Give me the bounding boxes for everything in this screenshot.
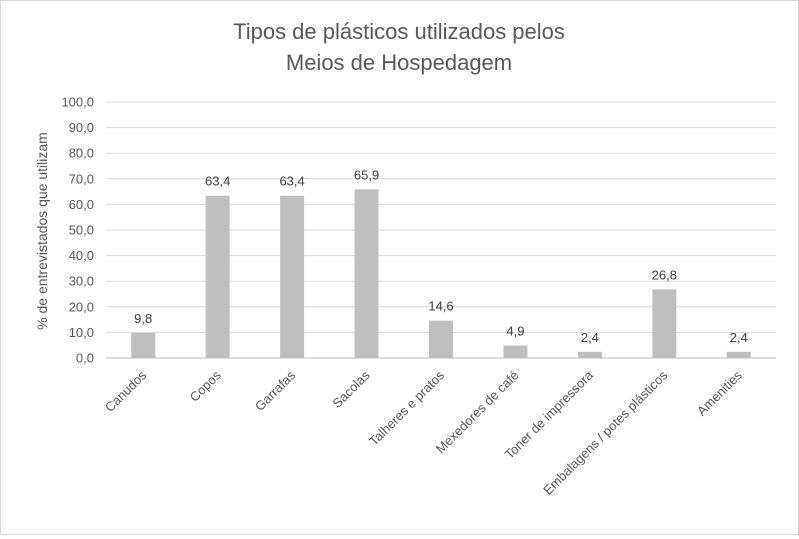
- y-tick-label: 20,0: [69, 299, 94, 314]
- y-tick-label: 70,0: [69, 171, 94, 186]
- data-label: 14,6: [428, 299, 453, 314]
- data-label: 65,9: [354, 167, 379, 182]
- y-tick-label: 40,0: [69, 248, 94, 263]
- bar: [503, 345, 528, 358]
- y-tick-label: 30,0: [69, 274, 94, 289]
- bar: [131, 332, 156, 358]
- category-label: Canudos: [102, 367, 150, 415]
- bar: [354, 189, 379, 358]
- chart-title-line-2: Meios de Hospedagem: [286, 50, 512, 75]
- category-label: Amenities: [694, 367, 745, 418]
- y-tick-label: 0,0: [76, 351, 94, 366]
- y-tick-label: 10,0: [69, 325, 94, 340]
- y-tick-label: 50,0: [69, 223, 94, 238]
- bar: [652, 289, 677, 358]
- category-label: Copos: [187, 367, 225, 405]
- chart-title-line-1: Tipos de plásticos utilizados pelos: [233, 19, 565, 44]
- bar: [280, 195, 305, 358]
- data-labels: 9,8 63,4 63,4 65,9 14,6 4,9 2,4 26,8 2,4: [134, 167, 748, 345]
- bar: [726, 351, 751, 358]
- data-label: 63,4: [205, 174, 230, 189]
- y-tick-labels: 0,0 10,0 20,0 30,0 40,0 50,0 60,0 70,0 80,0 90,0 1…: [61, 95, 94, 366]
- y-tick-label: 60,0: [69, 197, 94, 212]
- bars: [131, 189, 751, 358]
- category-label: Garrafas: [252, 367, 299, 414]
- data-label: 26,8: [652, 267, 677, 282]
- y-tick-label: 90,0: [69, 120, 94, 135]
- data-label: 2,4: [581, 330, 599, 345]
- category-label: Embalagens / potes plásticos: [540, 367, 671, 498]
- y-axis-label: % de entrevistados que utilizam: [34, 132, 50, 330]
- bar: [205, 195, 230, 358]
- data-label: 63,4: [279, 174, 304, 189]
- y-tick-label: 80,0: [69, 146, 94, 161]
- bar: [429, 320, 453, 358]
- bar: [577, 351, 602, 358]
- category-label: Talheres e pratos: [366, 367, 447, 448]
- data-label: 9,8: [134, 311, 152, 326]
- data-label: 4,9: [506, 323, 524, 338]
- category-label: Sacolas: [329, 367, 373, 411]
- category-label: Mexedores de café: [433, 368, 522, 457]
- y-tick-label: 100,0: [61, 95, 94, 110]
- data-label: 2,4: [730, 330, 748, 345]
